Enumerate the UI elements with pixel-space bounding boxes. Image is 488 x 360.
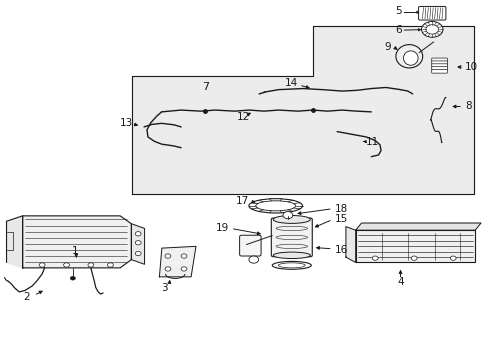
Ellipse shape <box>395 45 422 68</box>
Text: 15: 15 <box>334 215 347 224</box>
Ellipse shape <box>273 252 310 258</box>
Text: 10: 10 <box>464 62 477 72</box>
Text: 19: 19 <box>215 224 228 233</box>
Circle shape <box>371 256 377 260</box>
Polygon shape <box>22 216 131 268</box>
Polygon shape <box>159 246 196 277</box>
Circle shape <box>449 256 455 260</box>
Ellipse shape <box>278 263 305 268</box>
Circle shape <box>181 267 186 271</box>
Circle shape <box>88 263 94 267</box>
FancyBboxPatch shape <box>431 61 447 64</box>
Circle shape <box>135 251 141 256</box>
FancyBboxPatch shape <box>418 6 445 20</box>
Polygon shape <box>345 226 355 262</box>
Circle shape <box>181 254 186 258</box>
Polygon shape <box>355 223 480 230</box>
Circle shape <box>164 254 170 258</box>
Ellipse shape <box>248 199 302 213</box>
Ellipse shape <box>272 261 311 269</box>
Circle shape <box>164 267 170 271</box>
Polygon shape <box>355 230 474 262</box>
Text: 17: 17 <box>236 196 249 206</box>
Text: 9: 9 <box>384 42 390 51</box>
FancyBboxPatch shape <box>431 67 447 70</box>
Ellipse shape <box>403 51 417 65</box>
Polygon shape <box>6 216 22 268</box>
Circle shape <box>63 263 69 267</box>
Text: 18: 18 <box>334 204 347 214</box>
Text: 16: 16 <box>334 245 347 255</box>
Polygon shape <box>132 26 473 194</box>
Circle shape <box>421 22 442 37</box>
Circle shape <box>70 276 75 280</box>
Text: 12: 12 <box>236 112 249 122</box>
Text: 1: 1 <box>71 246 78 256</box>
FancyBboxPatch shape <box>431 58 447 62</box>
Text: 3: 3 <box>161 283 167 293</box>
Text: 14: 14 <box>285 78 298 88</box>
Text: 8: 8 <box>464 102 470 112</box>
Text: 2: 2 <box>23 292 30 302</box>
FancyBboxPatch shape <box>431 64 447 67</box>
Circle shape <box>135 240 141 245</box>
Text: 6: 6 <box>394 25 401 35</box>
FancyBboxPatch shape <box>239 235 261 256</box>
Text: 4: 4 <box>396 277 403 287</box>
Circle shape <box>39 263 45 267</box>
Polygon shape <box>131 224 144 264</box>
Circle shape <box>135 231 141 236</box>
Circle shape <box>283 212 292 219</box>
Text: 5: 5 <box>394 6 401 17</box>
Circle shape <box>410 256 416 260</box>
Text: 7: 7 <box>202 82 209 92</box>
Circle shape <box>425 25 438 34</box>
Circle shape <box>248 256 258 263</box>
Ellipse shape <box>273 216 310 224</box>
Text: 11: 11 <box>365 137 378 147</box>
FancyBboxPatch shape <box>431 69 447 73</box>
Text: 13: 13 <box>120 118 133 128</box>
Circle shape <box>107 263 113 267</box>
FancyBboxPatch shape <box>271 218 312 257</box>
Ellipse shape <box>255 201 295 211</box>
